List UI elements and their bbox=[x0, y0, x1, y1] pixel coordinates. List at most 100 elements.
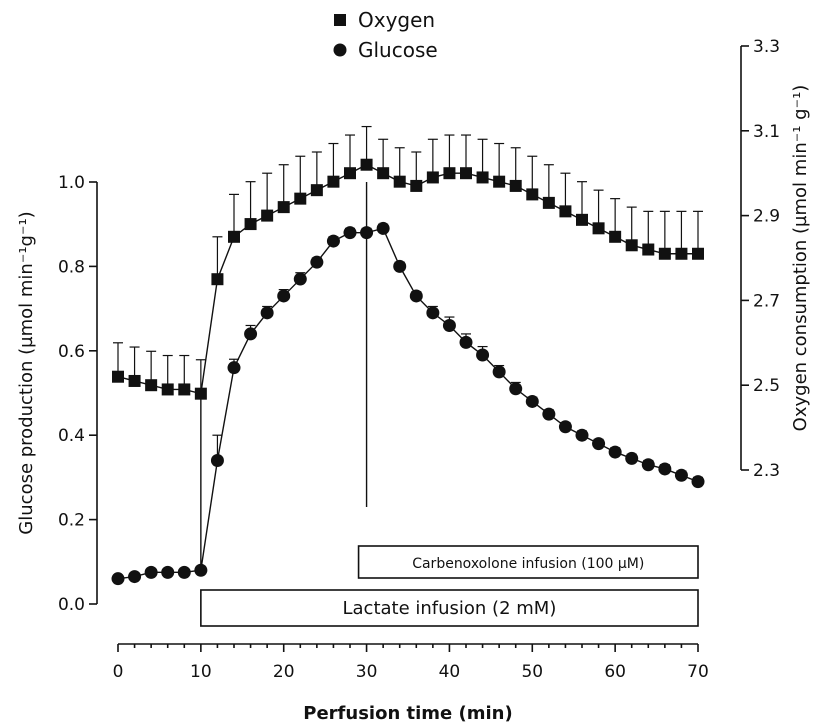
data-point-oxygen bbox=[194, 387, 207, 400]
legend-marker-oxygen bbox=[334, 14, 346, 26]
data-point-glucose bbox=[492, 365, 506, 379]
x-tick-label-40: 40 bbox=[439, 662, 461, 682]
lactate-infusion-box bbox=[200, 589, 699, 627]
data-point-oxygen bbox=[443, 167, 456, 180]
data-point-oxygen bbox=[559, 205, 572, 218]
data-point-glucose bbox=[360, 226, 374, 240]
data-point-glucose bbox=[343, 226, 357, 240]
y-right-tick-label-3.3: 3.3 bbox=[753, 37, 780, 57]
data-point-oxygen bbox=[460, 167, 472, 180]
legend: Oxygen Glucose bbox=[333, 8, 438, 62]
data-point-glucose bbox=[592, 437, 606, 451]
x-tick-label-60: 60 bbox=[604, 662, 626, 682]
data-point-glucose bbox=[293, 272, 307, 286]
data-point-oxygen bbox=[509, 179, 522, 192]
y-right-tick-label-2.5: 2.5 bbox=[753, 376, 780, 396]
y-left-tick-label-0.2: 0.2 bbox=[58, 511, 85, 531]
data-point-oxygen bbox=[476, 171, 489, 184]
axes-group: 0 10 20 30 40 50 60 70 Perfusion time (min) 0.0 0.… bbox=[16, 37, 811, 724]
y-left-tick-label-0.4: 0.4 bbox=[58, 426, 85, 446]
data-point-oxygen bbox=[426, 171, 439, 184]
data-point-glucose bbox=[277, 289, 291, 303]
data-point-glucose bbox=[426, 306, 440, 320]
x-tick-label-70: 70 bbox=[687, 662, 709, 682]
data-point-oxygen bbox=[344, 167, 356, 180]
data-point-oxygen bbox=[377, 167, 390, 180]
y-right-tick-label-2.7: 2.7 bbox=[753, 291, 780, 311]
data-point-oxygen bbox=[609, 230, 622, 243]
data-point-glucose bbox=[326, 234, 340, 248]
data-point-oxygen bbox=[145, 379, 158, 392]
data-point-oxygen bbox=[244, 218, 257, 231]
data-point-glucose bbox=[128, 570, 142, 584]
carbenoxolone-infusion-label: Carbenoxolone infusion (100 µM) bbox=[412, 556, 644, 572]
x-tick-label-30: 30 bbox=[356, 662, 378, 682]
data-point-oxygen bbox=[327, 175, 340, 188]
data-point-oxygen bbox=[692, 247, 704, 260]
data-point-oxygen bbox=[675, 247, 688, 260]
y-right-tick-label-3.1: 3.1 bbox=[753, 122, 780, 142]
data-point-oxygen bbox=[592, 222, 605, 235]
x-axis-title: Perfusion time (min) bbox=[303, 703, 512, 724]
data-point-oxygen bbox=[642, 243, 655, 256]
data-point-glucose bbox=[393, 259, 407, 273]
data-point-oxygen bbox=[228, 230, 240, 243]
data-point-oxygen bbox=[625, 239, 638, 252]
data-point-oxygen bbox=[393, 175, 406, 188]
data-point-glucose bbox=[691, 475, 705, 489]
carbenoxolone-infusion-box bbox=[357, 545, 699, 579]
data-point-glucose bbox=[144, 565, 158, 579]
data-point-glucose bbox=[509, 382, 523, 396]
data-point-glucose bbox=[409, 289, 423, 303]
data-point-oxygen bbox=[493, 175, 506, 188]
data-point-oxygen bbox=[526, 188, 539, 201]
data-point-glucose bbox=[575, 428, 589, 442]
series-glucose bbox=[111, 221, 705, 586]
data-point-oxygen bbox=[161, 383, 174, 396]
data-point-glucose bbox=[210, 454, 224, 468]
x-tick-label-20: 20 bbox=[273, 662, 295, 682]
y-right-axis-title: Oxygen consumption (µmol min⁻¹ g⁻¹) bbox=[790, 85, 811, 432]
data-point-oxygen bbox=[576, 213, 588, 226]
legend-label-glucose: Glucose bbox=[358, 38, 438, 62]
data-point-glucose bbox=[244, 327, 258, 341]
data-point-glucose bbox=[442, 318, 456, 332]
data-point-oxygen bbox=[360, 158, 373, 171]
data-point-glucose bbox=[674, 468, 688, 482]
data-point-oxygen bbox=[410, 179, 423, 192]
data-point-glucose bbox=[310, 255, 324, 269]
data-point-oxygen bbox=[261, 209, 274, 222]
data-point-glucose bbox=[227, 361, 241, 375]
legend-marker-glucose bbox=[333, 43, 347, 57]
y-left-tick-label-0.8: 0.8 bbox=[58, 257, 85, 277]
y-left-tick-label-0.6: 0.6 bbox=[58, 342, 85, 362]
data-point-glucose bbox=[194, 563, 208, 577]
x-tick-label-0: 0 bbox=[113, 662, 124, 682]
y-left-tick-label-1.0: 1.0 bbox=[58, 173, 85, 193]
x-tick-label-50: 50 bbox=[521, 662, 543, 682]
data-point-oxygen bbox=[112, 370, 124, 383]
y-left-axis-title: Glucose production (µmol min⁻¹g⁻¹) bbox=[16, 211, 37, 534]
series-line-glucose bbox=[117, 227, 699, 580]
data-point-glucose bbox=[625, 451, 639, 465]
data-point-glucose bbox=[558, 420, 572, 434]
data-point-oxygen bbox=[178, 383, 191, 396]
data-point-glucose bbox=[641, 458, 655, 472]
data-point-glucose bbox=[376, 221, 390, 235]
data-point-glucose bbox=[608, 445, 622, 459]
data-point-glucose bbox=[476, 348, 490, 362]
data-point-oxygen bbox=[277, 201, 290, 214]
data-point-glucose bbox=[542, 407, 556, 421]
series-oxygen bbox=[112, 125, 704, 400]
y-right-tick-label-2.3: 2.3 bbox=[753, 461, 780, 481]
data-point-oxygen bbox=[211, 273, 224, 286]
data-point-glucose bbox=[525, 394, 539, 408]
lactate-infusion-label: Lactate infusion (2 mM) bbox=[342, 598, 556, 619]
data-point-glucose bbox=[459, 335, 473, 349]
data-point-oxygen bbox=[128, 374, 141, 387]
y-left-tick-label-0.0: 0.0 bbox=[58, 595, 85, 615]
data-point-oxygen bbox=[310, 184, 323, 197]
data-point-glucose bbox=[177, 565, 191, 579]
legend-label-oxygen: Oxygen bbox=[358, 8, 435, 32]
